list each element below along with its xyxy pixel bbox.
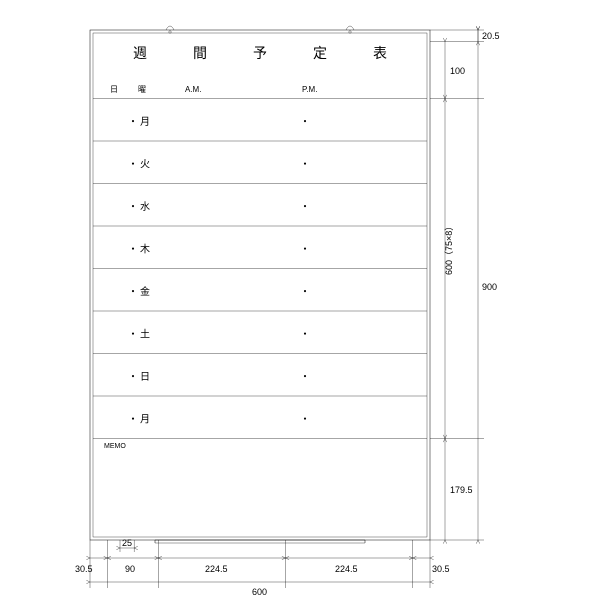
day-label: 月 <box>140 116 150 128</box>
title-char: 間 <box>193 45 207 61</box>
row-bullet-am: ・ <box>128 372 138 383</box>
day-label: 月 <box>140 413 150 425</box>
title-char: 予 <box>253 45 267 61</box>
dim-label: 100 <box>450 66 465 76</box>
day-label: 日 <box>140 372 150 383</box>
row-bullet-pm: ・ <box>300 414 310 425</box>
dim-label: 179.5 <box>450 485 473 495</box>
day-label: 木 <box>140 243 150 255</box>
day-label: 火 <box>140 158 150 170</box>
row-bullet-pm: ・ <box>300 287 310 298</box>
row-bullet-pm: ・ <box>300 329 310 340</box>
row-bullet-pm: ・ <box>300 372 310 383</box>
hanger-1 <box>346 26 354 30</box>
day-label: 水 <box>140 201 150 213</box>
dim-label: 224.5 <box>205 564 228 574</box>
board-outer <box>90 30 430 540</box>
day-label: 土 <box>140 327 150 340</box>
row-bullet-am: ・ <box>128 244 138 255</box>
dim-label: 90 <box>125 564 135 574</box>
row-bullet-pm: ・ <box>300 117 310 128</box>
row-bullet-pm: ・ <box>300 159 310 170</box>
dim-label: 224.5 <box>335 564 358 574</box>
dim-label: 25 <box>122 538 132 548</box>
hanger-0 <box>166 26 174 30</box>
row-bullet-am: ・ <box>128 414 138 425</box>
title-char: 表 <box>373 45 387 61</box>
row-bullet-am: ・ <box>128 329 138 340</box>
dim-label: 20.5 <box>482 31 500 41</box>
dim-label: 30.5 <box>432 564 450 574</box>
dim-label: 600（75×8） <box>444 222 454 275</box>
row-bullet-am: ・ <box>128 287 138 298</box>
row-bullet-pm: ・ <box>300 244 310 255</box>
row-bullet-pm: ・ <box>300 202 310 213</box>
day-label: 金 <box>140 285 150 298</box>
header-label: P.M. <box>302 85 317 94</box>
dim-label: 30.5 <box>75 564 93 574</box>
dim-label: 900 <box>482 282 497 292</box>
board-inner <box>93 33 427 537</box>
title-char: 定 <box>313 45 327 61</box>
row-bullet-am: ・ <box>128 202 138 213</box>
header-label: 曜 <box>138 85 146 94</box>
dim-label: 600 <box>252 587 267 597</box>
title-char: 週 <box>133 45 147 61</box>
header-label: 日 <box>110 85 118 94</box>
row-bullet-am: ・ <box>128 159 138 170</box>
row-bullet-am: ・ <box>128 117 138 128</box>
memo-label: MEMO <box>104 443 126 450</box>
header-label: A.M. <box>185 85 201 94</box>
